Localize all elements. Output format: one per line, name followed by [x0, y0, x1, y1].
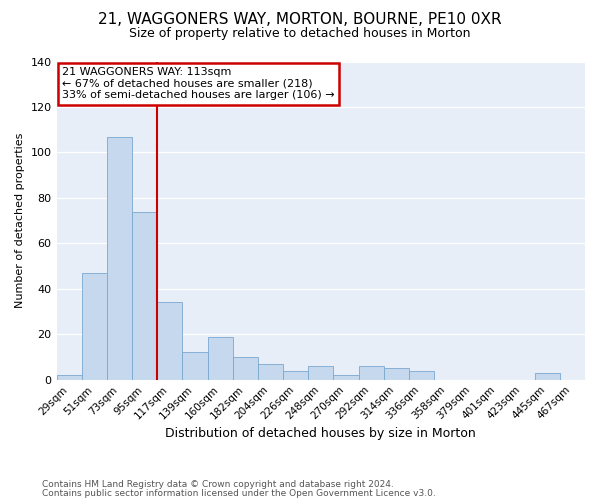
- Text: Size of property relative to detached houses in Morton: Size of property relative to detached ho…: [129, 28, 471, 40]
- Bar: [308, 366, 334, 380]
- Bar: [535, 373, 560, 380]
- Bar: [82, 273, 107, 380]
- Bar: [132, 212, 157, 380]
- Bar: [56, 375, 82, 380]
- Text: 21, WAGGONERS WAY, MORTON, BOURNE, PE10 0XR: 21, WAGGONERS WAY, MORTON, BOURNE, PE10 …: [98, 12, 502, 28]
- Bar: [233, 357, 258, 380]
- Bar: [182, 352, 208, 380]
- Bar: [107, 136, 132, 380]
- Bar: [157, 302, 182, 380]
- Bar: [334, 375, 359, 380]
- Bar: [258, 364, 283, 380]
- Text: Contains HM Land Registry data © Crown copyright and database right 2024.: Contains HM Land Registry data © Crown c…: [42, 480, 394, 489]
- X-axis label: Distribution of detached houses by size in Morton: Distribution of detached houses by size …: [166, 427, 476, 440]
- Text: 21 WAGGONERS WAY: 113sqm
← 67% of detached houses are smaller (218)
33% of semi-: 21 WAGGONERS WAY: 113sqm ← 67% of detach…: [62, 67, 335, 100]
- Text: Contains public sector information licensed under the Open Government Licence v3: Contains public sector information licen…: [42, 488, 436, 498]
- Bar: [283, 370, 308, 380]
- Bar: [409, 370, 434, 380]
- Bar: [208, 336, 233, 380]
- Bar: [359, 366, 383, 380]
- Y-axis label: Number of detached properties: Number of detached properties: [15, 133, 25, 308]
- Bar: [383, 368, 409, 380]
